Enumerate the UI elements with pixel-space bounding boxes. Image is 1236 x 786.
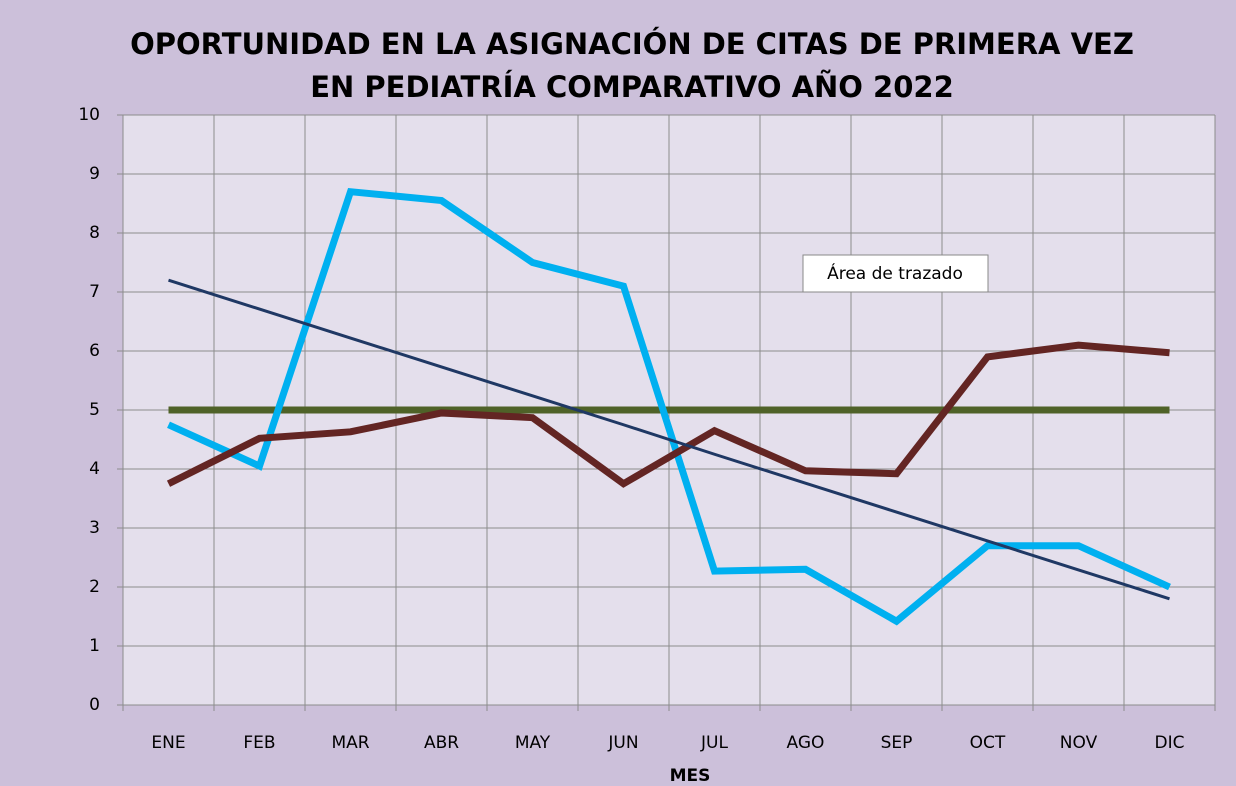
x-tick-label: ABR [424, 733, 459, 753]
y-tick-label: 2 [89, 577, 100, 597]
x-axis-label: MES [670, 766, 711, 786]
x-tick-label: MAR [331, 733, 369, 753]
x-tick-label: ENE [151, 733, 185, 753]
y-tick-label: 4 [89, 459, 100, 479]
y-tick-label: 1 [89, 636, 100, 656]
tooltip-box [802, 254, 989, 293]
chart-title: EN PEDIATRÍA COMPARATIVO AÑO 2022 [310, 70, 954, 104]
y-tick-label: 10 [78, 105, 100, 125]
y-tick-label: 9 [89, 164, 100, 184]
x-tick-label: SEP [881, 733, 913, 753]
series-line [166, 341, 1170, 488]
tooltip-text: Área de trazado [827, 262, 963, 284]
y-tick-label: 7 [89, 282, 100, 302]
y-tick-label: 6 [89, 341, 100, 361]
series-line [168, 278, 1170, 601]
x-tick-label: OCT [970, 733, 1006, 753]
y-tick-label: 0 [89, 695, 100, 715]
x-tick-label: NOV [1060, 733, 1098, 753]
x-tick-label: AGO [787, 733, 825, 753]
y-tick-label: 8 [89, 223, 100, 243]
x-tick-label: DIC [1155, 733, 1185, 753]
x-tick-label: FEB [243, 733, 275, 753]
x-tick-label: JUL [700, 733, 728, 753]
x-tick-label: JUN [607, 733, 638, 753]
y-tick-label: 3 [89, 518, 100, 538]
x-tick-label: MAY [515, 733, 551, 753]
y-tick-label: 5 [89, 400, 100, 420]
chart-title: OPORTUNIDAD EN LA ASIGNACIÓN DE CITAS DE… [130, 27, 1134, 61]
